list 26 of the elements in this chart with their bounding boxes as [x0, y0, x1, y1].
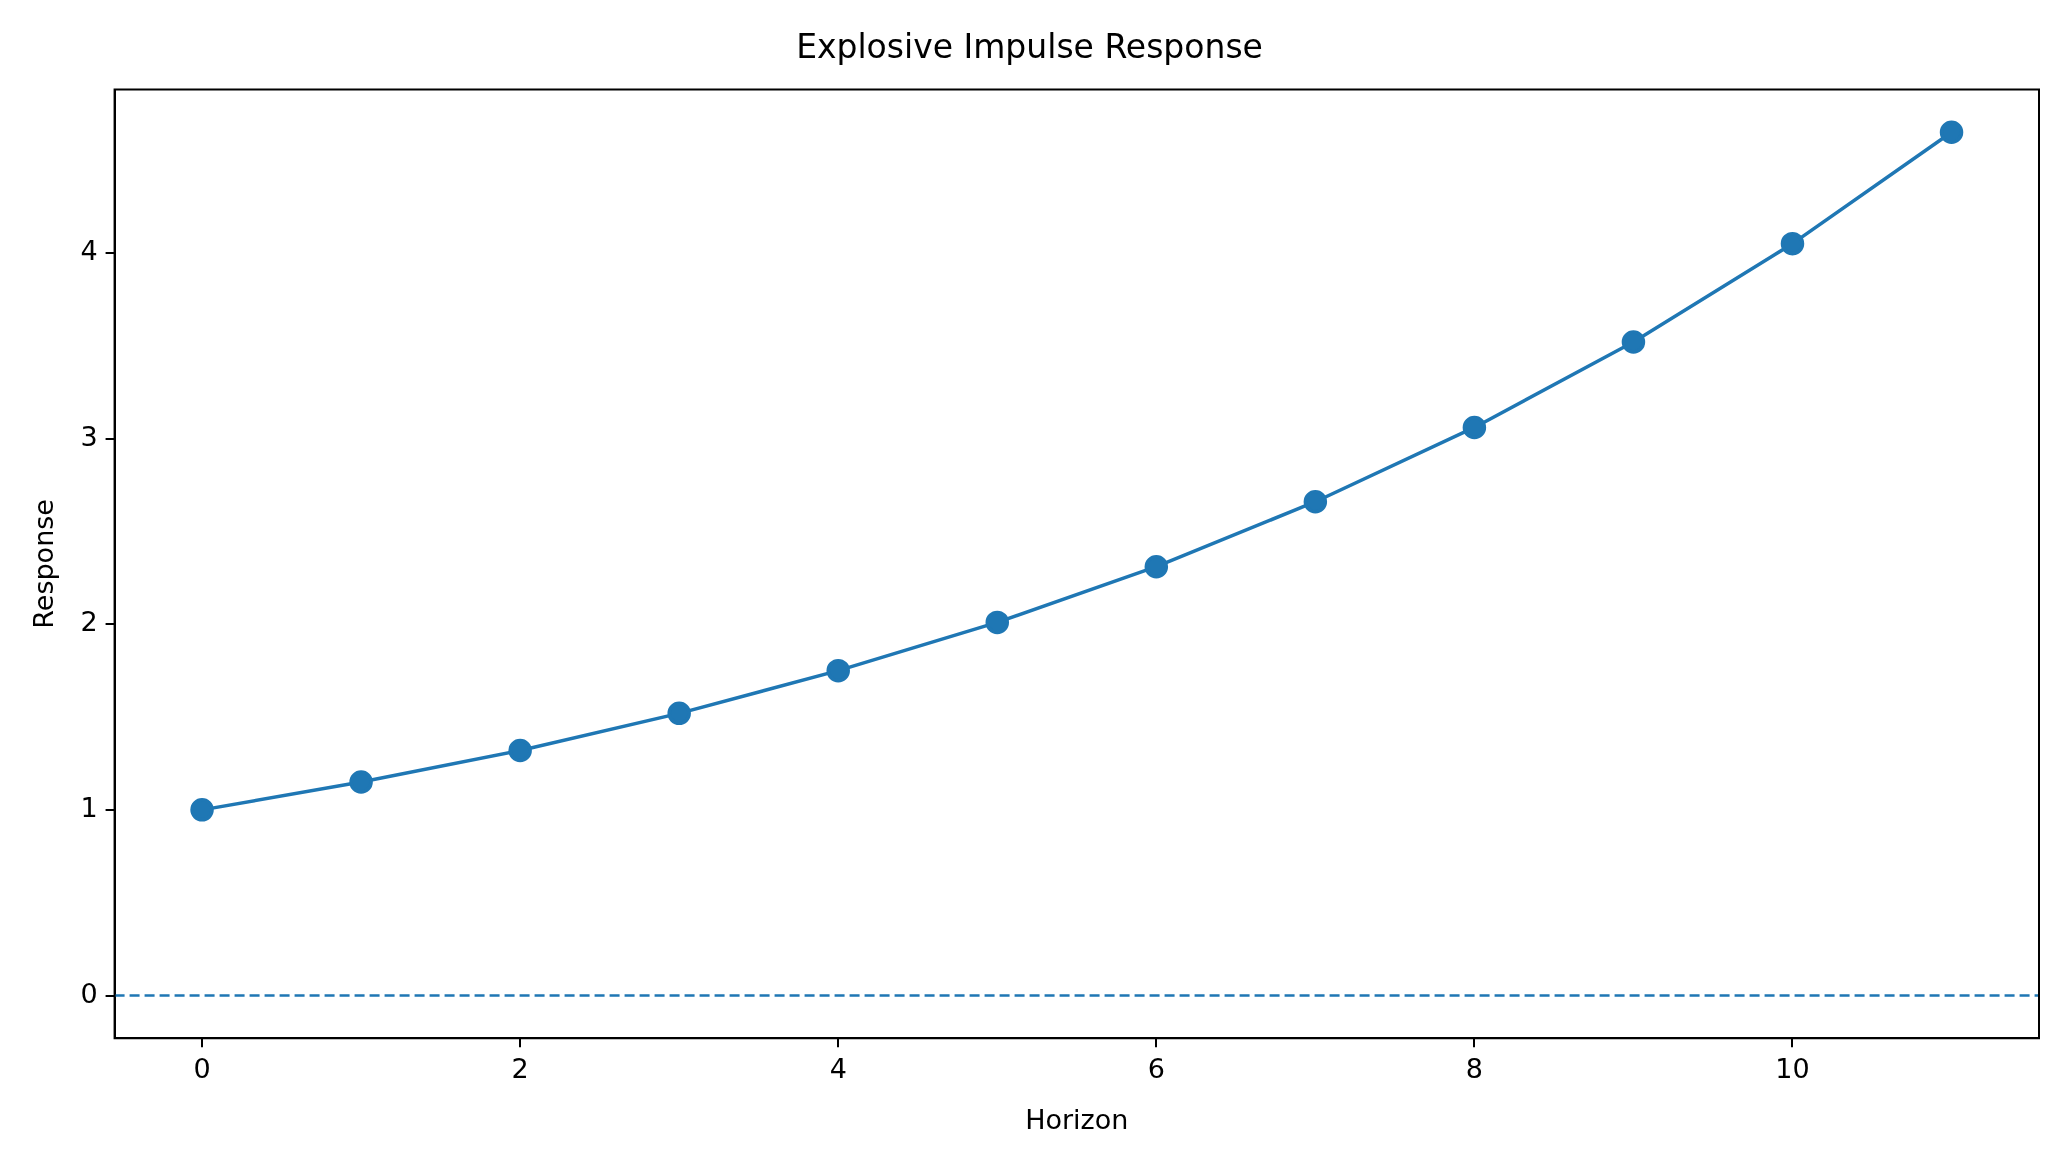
y-tick-label: 4: [80, 234, 98, 266]
point: [667, 701, 691, 726]
y-tick-label: 2: [80, 606, 98, 638]
x-tick-label: 8: [1465, 1053, 1483, 1085]
point: [190, 798, 214, 822]
point: [349, 770, 373, 794]
x-tick-label: 6: [1147, 1053, 1165, 1085]
point: [1144, 554, 1169, 579]
point: [1621, 330, 1646, 354]
x-tick-label: 10: [1775, 1053, 1810, 1085]
point: [1303, 489, 1328, 514]
point: [985, 610, 1010, 635]
x-tick-label: 4: [829, 1053, 847, 1085]
point: [1780, 231, 1805, 256]
y-tick-label: 1: [80, 791, 98, 823]
x-tick-label: 0: [193, 1053, 211, 1085]
x-axis-title: Horizon: [1025, 1103, 1129, 1135]
y-tick-label: 3: [80, 420, 98, 452]
y-axis-title: Response: [28, 499, 60, 629]
x-tick-label: 2: [511, 1053, 529, 1085]
y-tick-label: 0: [80, 977, 98, 1009]
chart-title: Explosive Impulse Response: [796, 27, 1263, 67]
point: [826, 658, 850, 683]
point: [1462, 415, 1487, 440]
point: [1939, 120, 1964, 145]
point: [508, 738, 532, 763]
